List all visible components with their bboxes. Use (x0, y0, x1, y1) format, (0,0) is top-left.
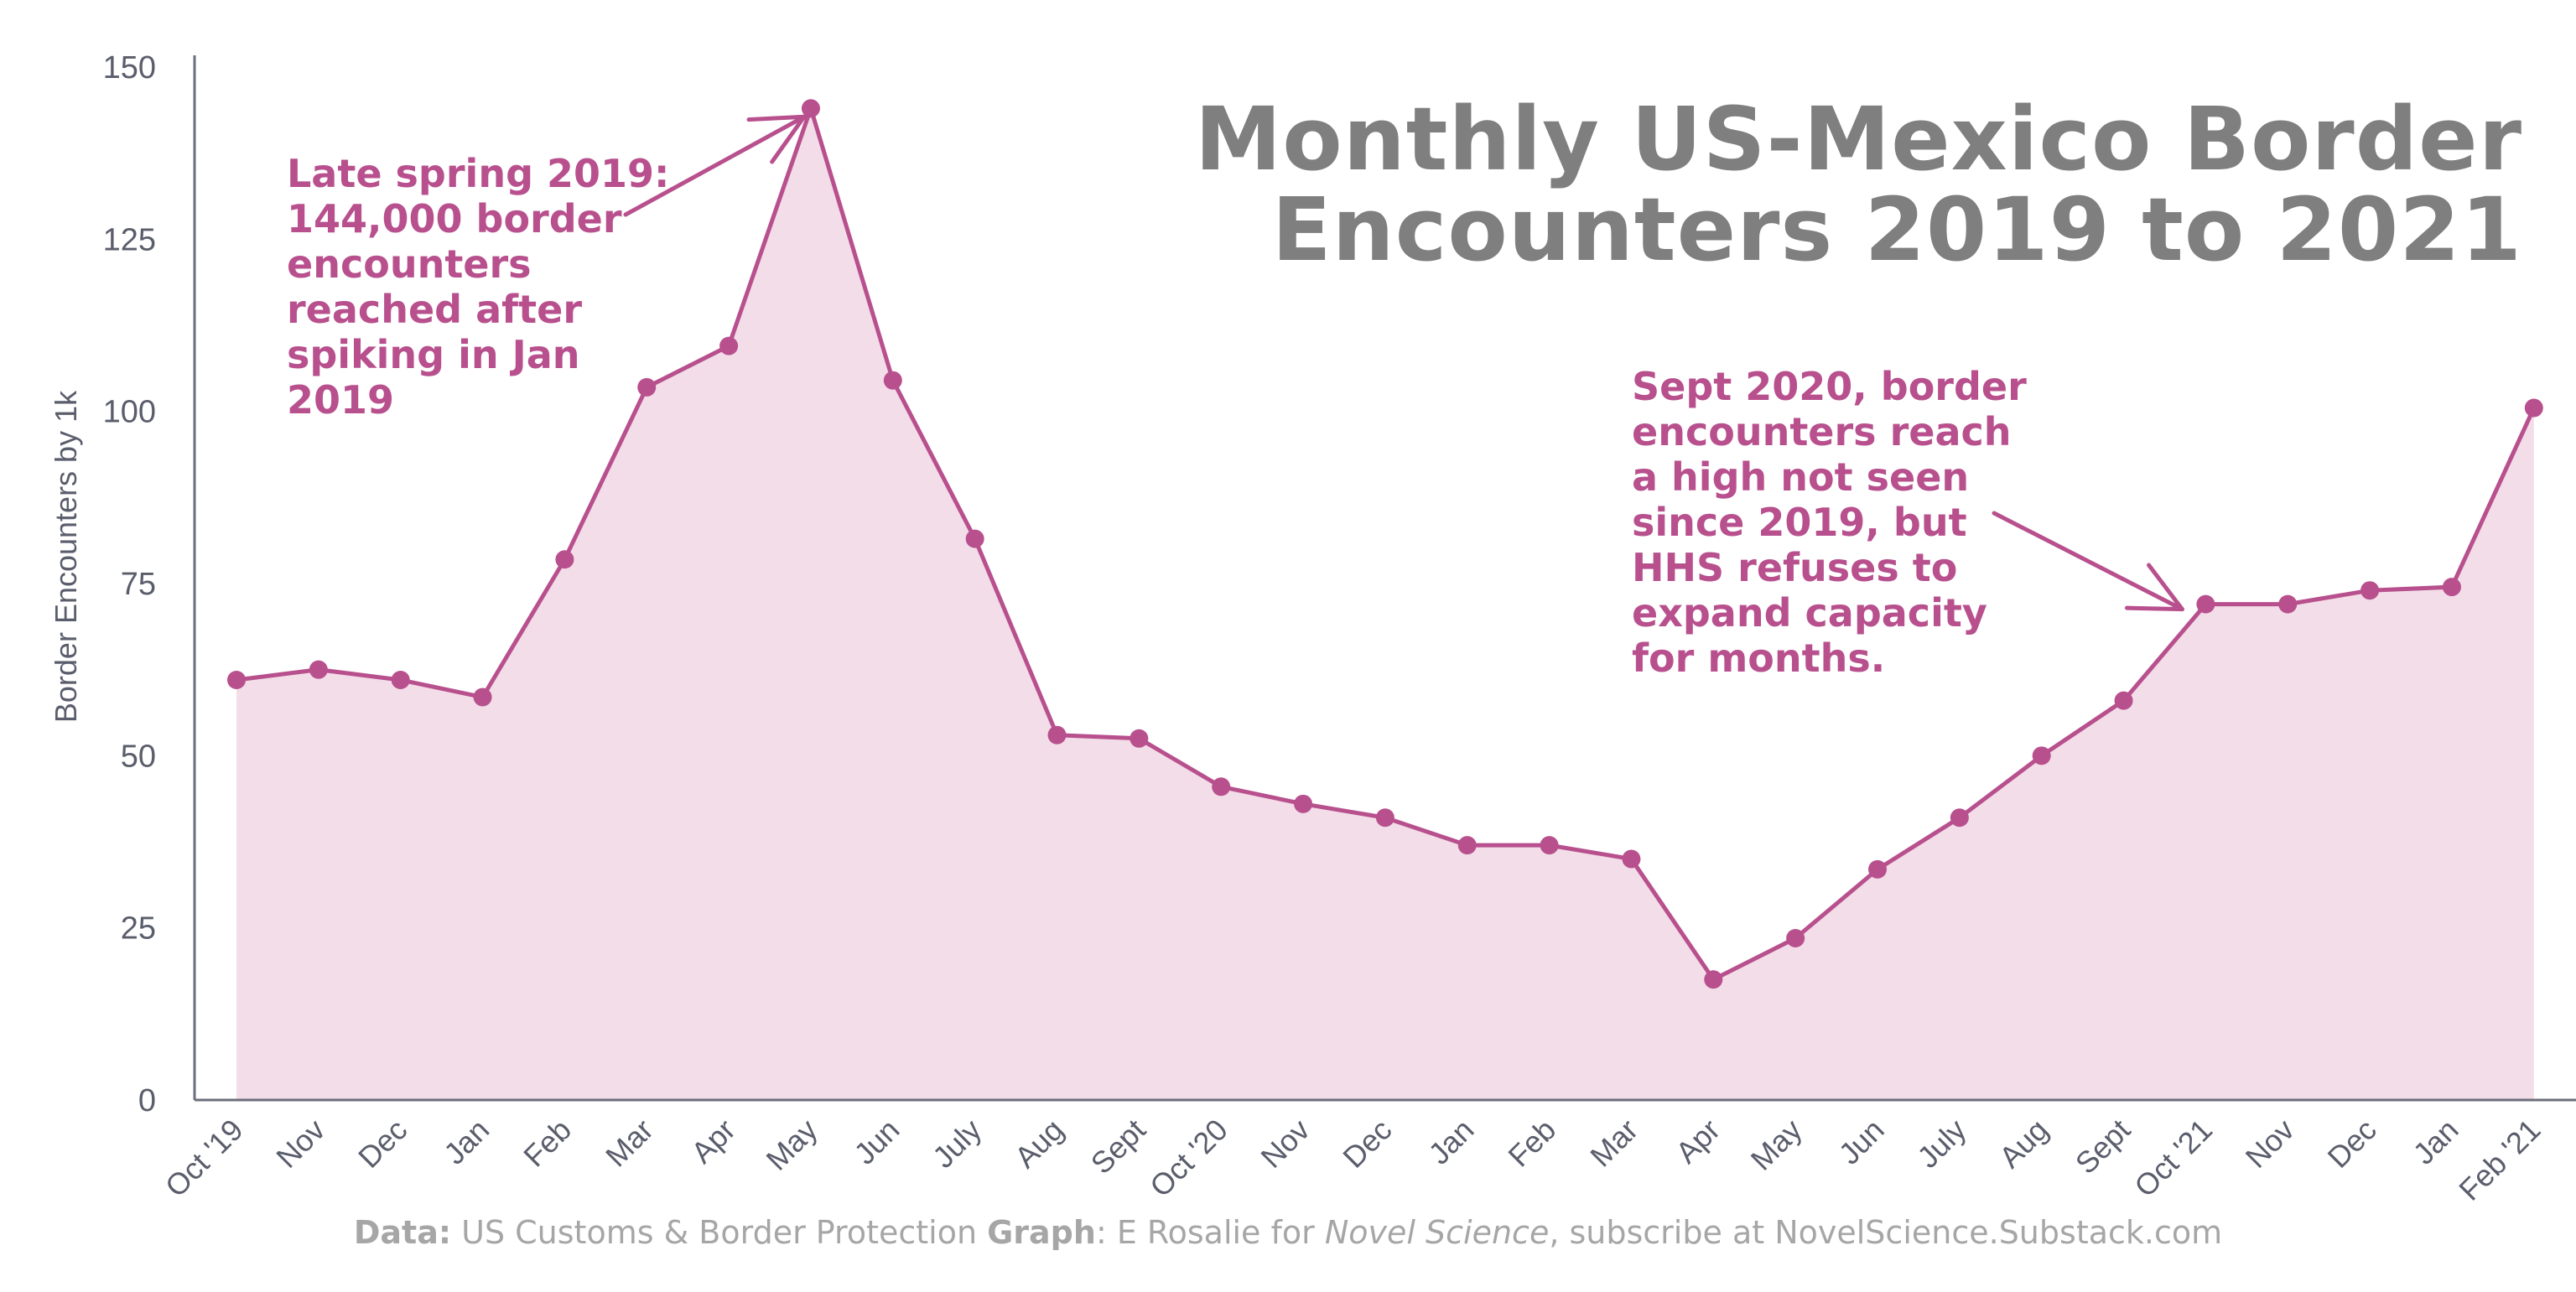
data-point (1375, 808, 1394, 828)
x-tick-label: Nov (2239, 1113, 2301, 1175)
y-tick-label: 150 (103, 50, 156, 86)
annotation-arrow-sept-2020 (1992, 511, 2184, 612)
data-point (2442, 578, 2461, 597)
x-tick-label: Mar (599, 1113, 660, 1174)
y-tick-label: 75 (121, 567, 156, 602)
data-point (1212, 777, 1231, 796)
data-point (801, 99, 820, 118)
x-tick-label: July (1910, 1113, 1972, 1175)
data-point (1294, 794, 1313, 813)
y-tick-label: 125 (103, 222, 156, 257)
data-point (1786, 928, 1805, 947)
x-tick-label: Jan (437, 1113, 496, 1171)
x-tick-label: Nov (269, 1113, 331, 1175)
data-point (2196, 594, 2215, 614)
x-tick-label: Apr (684, 1113, 742, 1170)
annotation-arrow-peak-head (746, 114, 807, 164)
footer-data-label: Data: (353, 1214, 452, 1251)
x-tick-label: Jun (847, 1113, 906, 1171)
x-tick-label: Aug (1992, 1113, 2054, 1175)
data-point (2278, 594, 2298, 614)
x-tick-label: Sept (2069, 1113, 2137, 1180)
y-tick-label: 0 (138, 1083, 156, 1118)
data-point (637, 377, 657, 397)
data-point (719, 336, 739, 355)
data-point (1047, 725, 1067, 745)
x-tick-label: May (760, 1113, 824, 1177)
y-tick-label: 100 (103, 395, 156, 430)
chart-title-line-2: Encounters 2019 to 2021 (1271, 179, 2522, 281)
area-fill (236, 108, 2534, 1100)
x-tick-label: Nov (1254, 1113, 1316, 1175)
x-tick-label: Jan (2407, 1113, 2465, 1171)
y-tick-label: 50 (121, 739, 156, 774)
x-tick-label: Sept (1084, 1113, 1152, 1180)
x-tick-label: Oct '19 (158, 1113, 250, 1204)
data-point (227, 670, 246, 689)
data-point (2524, 398, 2543, 418)
data-point (965, 529, 984, 548)
x-tick-label: Feb '21 (2452, 1113, 2547, 1207)
data-point (883, 371, 902, 390)
y-tick-label: 25 (121, 911, 156, 947)
data-point (1704, 970, 1723, 989)
footer-publication: Novel Science (1324, 1214, 1550, 1251)
footer-graph-text: : E Rosalie for (1095, 1214, 1325, 1251)
x-tick-label: Feb (1501, 1113, 1562, 1174)
footer-subscribe-text: , subscribe at NovelScience.Substack.com (1549, 1214, 2223, 1251)
data-point (1130, 729, 1149, 748)
x-tick-label: Jan (1421, 1113, 1480, 1171)
data-point (2360, 581, 2380, 600)
data-point (1622, 849, 1641, 869)
x-tick-label: Aug (1008, 1113, 1070, 1175)
data-point (473, 688, 492, 707)
x-tick-label: July (926, 1113, 988, 1175)
footer-data-text: US Customs & Border Protection (451, 1214, 988, 1251)
data-point (309, 660, 328, 679)
x-tick-label: Dec (1336, 1113, 1398, 1175)
x-tick-label: Jun (1832, 1113, 1891, 1171)
annotation-sept-2020: Sept 2020, border encounters reach a hig… (1632, 364, 2027, 681)
x-tick-label: Dec (2320, 1113, 2382, 1175)
chart-title-line-1: Monthly US-Mexico Border (1194, 88, 2522, 190)
data-point (2114, 691, 2133, 710)
data-point (1540, 836, 1559, 855)
annotation-arrow-peak (623, 114, 807, 217)
x-tick-label: Oct '20 (1143, 1113, 1234, 1204)
data-point (1868, 859, 1887, 879)
footer-graph-label: Graph (987, 1214, 1096, 1251)
x-tick-label: Mar (1583, 1113, 1644, 1174)
x-tick-label: Oct '21 (2127, 1113, 2219, 1204)
x-tick-label: Dec (351, 1113, 413, 1175)
x-tick-label: Apr (1669, 1113, 1727, 1170)
y-axis-label: Border Encounters by 1k (49, 390, 83, 723)
data-point (2032, 746, 2051, 765)
data-point (555, 550, 574, 569)
footer-credit: Data: US Customs & Border Protection Gra… (0, 1214, 2576, 1251)
annotation-peak: Late spring 2019: 144,000 border encount… (287, 151, 670, 423)
x-tick-label: May (1744, 1113, 1809, 1177)
data-point (1457, 836, 1477, 855)
annotation-arrow-sept-2020-head (2124, 563, 2184, 612)
data-point (1950, 808, 1969, 828)
x-tick-label: Feb (517, 1113, 578, 1174)
data-point (391, 670, 410, 689)
